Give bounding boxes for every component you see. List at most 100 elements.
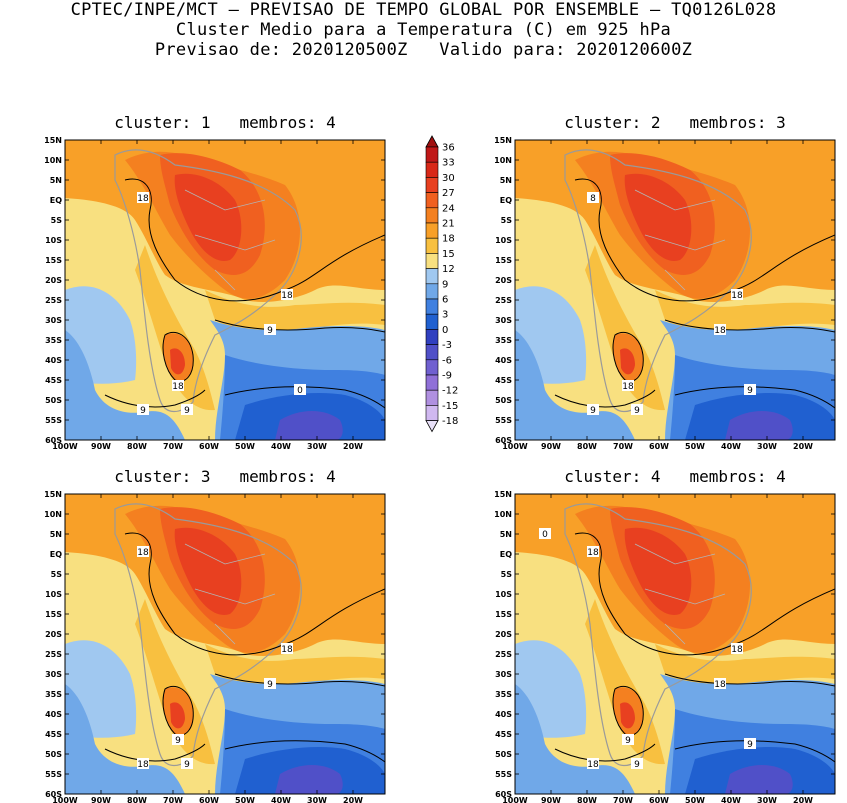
contour-label: 18 [731,645,743,655]
contour-label-box [631,758,643,769]
lat-label: 60S [495,436,512,445]
contour-label-box [587,546,599,557]
title-line-3: Previsao de: 2020120500Z Valido para: 20… [154,40,693,60]
contour-line-2 [554,743,656,762]
lon-label: 30W [307,442,327,451]
lat-label: 25S [495,650,512,659]
contour-label-box [587,404,599,415]
temperature-band-15 [275,411,343,440]
lat-label: 20S [45,630,62,639]
lat-label: 10N [44,156,62,165]
coastline [114,149,302,413]
contour-label-box [714,678,726,689]
lat-label: 5N [500,530,512,539]
contour-label-box [264,324,276,335]
lon-label: 40W [721,442,741,451]
temperature-band-15 [725,411,793,440]
contour-line-1 [124,178,385,302]
contour-line-1 [574,532,835,656]
coastline [564,503,752,767]
temperature-band-8 [515,330,635,440]
contour-label-box [744,384,756,395]
lon-label: 30W [757,442,777,451]
lon-label: 50W [235,442,255,451]
contour-label: 9 [184,406,190,416]
lat-label: 10N [494,156,512,165]
lon-label: 100W [502,796,528,803]
colorbar-label: -18 [442,416,458,427]
colorbar-label: -15 [442,401,458,412]
lon-label: 20W [343,442,363,451]
contour-label: 9 [140,406,146,416]
contour-label: 18 [137,548,149,558]
lat-label: 10S [495,590,512,599]
lat-label: 15S [45,256,62,265]
map-panel-2: 8 18 18 18 9 9 9 15N 10N 5N EQ 5S 10S 15S 20S 25S 30S 35S… [494,136,836,451]
panel-frame [514,139,836,441]
contour-line-3 [214,319,385,333]
lat-label: 35S [495,690,512,699]
colorbar-segment [425,222,439,239]
colorbar-label: 24 [442,203,455,214]
lon-label: 40W [271,796,291,803]
lat-label: 15N [494,136,512,145]
lat-label: 10S [45,590,62,599]
lat-label: EQ [500,550,512,559]
lat-label: 50S [495,396,512,405]
lat-label: 15N [494,490,512,499]
contour-line-4 [674,386,835,409]
lat-label: 15N [44,136,62,145]
temperature-band-5 [174,173,242,261]
contour-line-3 [214,673,385,687]
contour-label: 18 [281,291,293,301]
lat-label: 15S [495,610,512,619]
contour-label-box [294,384,306,395]
lat-label: 45S [495,376,512,385]
temperature-band-8 [65,330,185,440]
lat-label: 50S [45,750,62,759]
lat-label: 25S [45,296,62,305]
contour-label-box [181,758,193,769]
contour-label-box [172,734,184,745]
colorbar-label: 30 [442,173,455,184]
lat-label: 15N [44,490,62,499]
temperature-band-6 [135,599,215,765]
colorbar-segment [425,237,439,254]
lat-label: 20S [45,276,62,285]
colorbar-top-arrow [425,135,439,148]
contour-label: 9 [175,736,181,746]
contour-label: 9 [267,680,273,690]
lat-label: 40S [45,356,62,365]
coastline [114,503,302,767]
temperature-band-11 [205,290,385,331]
colorbar-segment [425,283,439,300]
temperature-band-10 [170,702,185,729]
colorbar-segment [425,253,439,269]
lon-label: 70W [613,442,633,451]
temperature-band-5 [174,527,242,615]
lon-label: 50W [685,442,705,451]
lat-label: 55S [495,416,512,425]
contour-line-1 [574,178,835,302]
contour-label-box [137,546,149,557]
lat-label: EQ [50,196,62,205]
lon-label: 30W [757,796,777,803]
colorbar-label: 18 [442,234,455,245]
lon-label: 70W [613,796,633,803]
lon-label: 100W [52,796,78,803]
lat-label: 45S [495,730,512,739]
lon-label: 60W [649,796,669,803]
lon-label: 70W [163,796,183,803]
colorbar-segment [425,192,439,209]
panel-title-4: cluster: 4 membros: 4 [564,467,786,486]
lat-label: 10N [494,510,512,519]
contour-label-box [281,643,293,654]
lat-label: 5S [501,570,513,579]
country-borders [634,189,726,291]
contour-line-2 [104,389,206,408]
contour-label: 0 [297,386,303,396]
lon-label: 80W [577,796,597,803]
lat-label: 55S [45,416,62,425]
lon-label: 70W [163,442,183,451]
